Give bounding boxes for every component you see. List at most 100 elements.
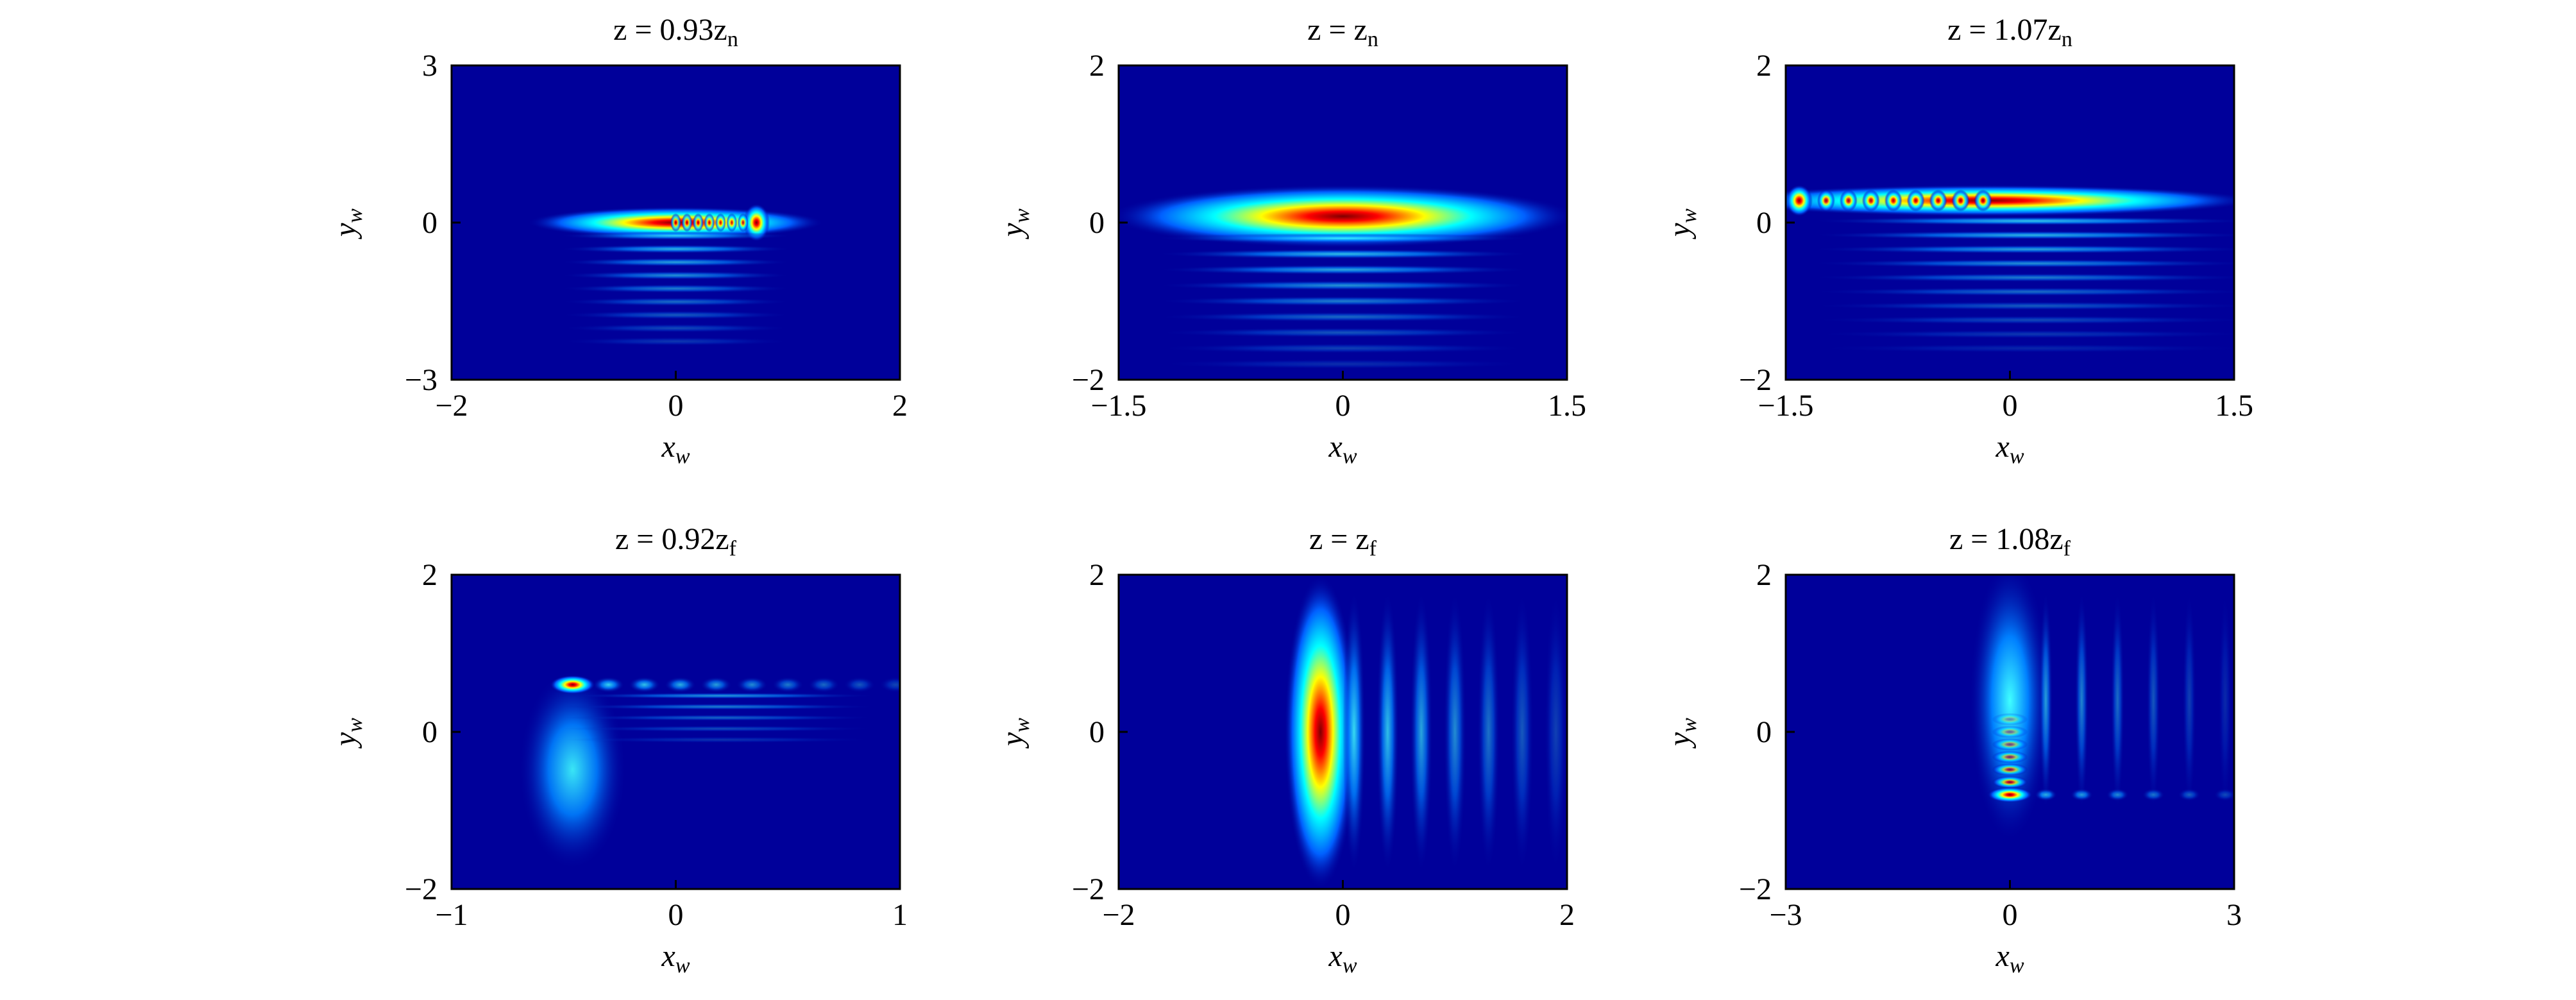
intensity-spot xyxy=(2146,590,2160,811)
x-axis-label: xw xyxy=(661,430,690,468)
intensity-spot xyxy=(1284,575,1357,889)
x-tick-label: 0 xyxy=(2003,898,2018,932)
y-axis-label-sub: w xyxy=(1677,718,1701,733)
panel-title-sub: n xyxy=(1368,28,1378,51)
intensity-spot xyxy=(1376,590,1399,874)
x-tick-label: 0 xyxy=(2003,389,2018,423)
intensity-spot xyxy=(670,213,681,232)
x-axis-label-main: x xyxy=(661,430,675,464)
intensity-spot xyxy=(1808,316,2234,325)
intensity-spot xyxy=(1808,287,2234,296)
heatmap-image xyxy=(527,203,824,346)
heatmap-background xyxy=(452,575,900,889)
y-tick-label: 0 xyxy=(1756,206,1772,240)
intensity-spot xyxy=(1987,786,2033,803)
intensity-spot xyxy=(1929,189,1947,212)
x-axis-label-main: x xyxy=(1996,939,2010,973)
panel-title-sub: f xyxy=(1369,537,1377,561)
y-tick-label: 0 xyxy=(1756,715,1772,749)
intensity-spot xyxy=(1808,344,2234,353)
intensity-spot xyxy=(1808,244,2234,254)
intensity-spot xyxy=(681,213,693,232)
x-tick-label: 0 xyxy=(668,898,684,932)
panel-title-main: z = 0.92z xyxy=(615,522,729,556)
intensity-spot xyxy=(563,715,878,721)
y-tick-label: −2 xyxy=(1072,363,1105,397)
intensity-spot xyxy=(559,257,793,267)
y-axis-label: yw xyxy=(328,208,367,240)
intensity-spot xyxy=(1154,359,1532,369)
intensity-spot xyxy=(879,677,900,693)
intensity-spot xyxy=(1154,296,1532,307)
intensity-spot xyxy=(563,725,878,732)
y-tick-label: 0 xyxy=(422,715,437,749)
y-axis-label-main: y xyxy=(1663,732,1697,749)
y-tick-label: −2 xyxy=(1739,363,1772,397)
intensity-spot xyxy=(1154,233,1532,244)
intensity-spot xyxy=(1154,343,1532,353)
x-axis-label: xw xyxy=(661,939,690,978)
intensity-spot xyxy=(700,677,732,693)
x-axis-label: xw xyxy=(1996,939,2024,978)
intensity-spot xyxy=(550,675,595,695)
intensity-spot xyxy=(1154,280,1532,291)
x-tick-label: 1 xyxy=(892,898,908,932)
intensity-spot xyxy=(1511,590,1534,874)
panel-title-main: z = 1.08z xyxy=(1949,522,2063,556)
y-axis-label: yw xyxy=(996,208,1034,240)
intensity-spot xyxy=(559,231,793,241)
y-axis-label-main: y xyxy=(328,223,362,240)
x-tick-label: −1 xyxy=(435,898,468,932)
y-tick-label: 2 xyxy=(1756,558,1772,592)
intensity-spot xyxy=(593,677,625,693)
intensity-spot xyxy=(693,213,704,232)
intensity-spot xyxy=(629,677,661,693)
intensity-spot xyxy=(559,297,793,307)
x-axis-label-main: x xyxy=(1328,939,1343,973)
y-axis-label-sub: w xyxy=(1677,208,1701,223)
y-axis-label: yw xyxy=(996,718,1034,749)
y-axis-label-sub: w xyxy=(343,718,367,733)
panel-title: z = zn xyxy=(1307,13,1378,51)
x-tick-label: 0 xyxy=(1335,898,1351,932)
intensity-spot xyxy=(1808,273,2234,282)
x-tick-label: 0 xyxy=(1335,389,1351,423)
y-tick-label: 0 xyxy=(1089,206,1105,240)
intensity-spot xyxy=(563,736,878,743)
x-axis-label: xw xyxy=(1328,939,1357,978)
x-axis-label-sub: w xyxy=(2010,445,2024,468)
intensity-spot xyxy=(715,213,726,232)
y-tick-label: 0 xyxy=(1089,715,1105,749)
intensity-spot xyxy=(1992,775,2028,789)
intensity-spot xyxy=(1343,590,1366,874)
intensity-spot xyxy=(1951,189,1970,212)
intensity-spot xyxy=(1992,763,2028,776)
intensity-spot xyxy=(559,337,793,346)
intensity-spot xyxy=(1974,189,1992,212)
intensity-spot xyxy=(2038,590,2053,811)
panel-title: z = 1.07zn xyxy=(1947,13,2072,51)
intensity-spot xyxy=(1808,258,2234,268)
heatmap-image xyxy=(1786,185,2234,353)
intensity-spot xyxy=(1839,189,1858,212)
y-axis-label-sub: w xyxy=(1010,718,1034,733)
heatmap-image xyxy=(1119,185,1567,369)
x-axis-label-sub: w xyxy=(675,445,690,468)
intensity-spot xyxy=(1119,185,1567,248)
intensity-spot xyxy=(563,703,878,710)
intensity-spot xyxy=(736,677,768,693)
panel-title-main: z = 0.93z xyxy=(613,13,727,47)
intensity-spot xyxy=(1154,264,1532,275)
panel-title-main: z = z xyxy=(1309,522,1369,556)
intensity-spot xyxy=(772,677,804,693)
intensity-spot xyxy=(1545,590,1567,874)
intensity-spot xyxy=(1906,189,1925,212)
intensity-spot xyxy=(1992,713,2028,726)
intensity-spot xyxy=(563,692,878,699)
panel-title-main: z = 1.07z xyxy=(1947,13,2062,47)
intensity-spot xyxy=(559,271,793,280)
panel-title-sub: n xyxy=(727,28,738,51)
